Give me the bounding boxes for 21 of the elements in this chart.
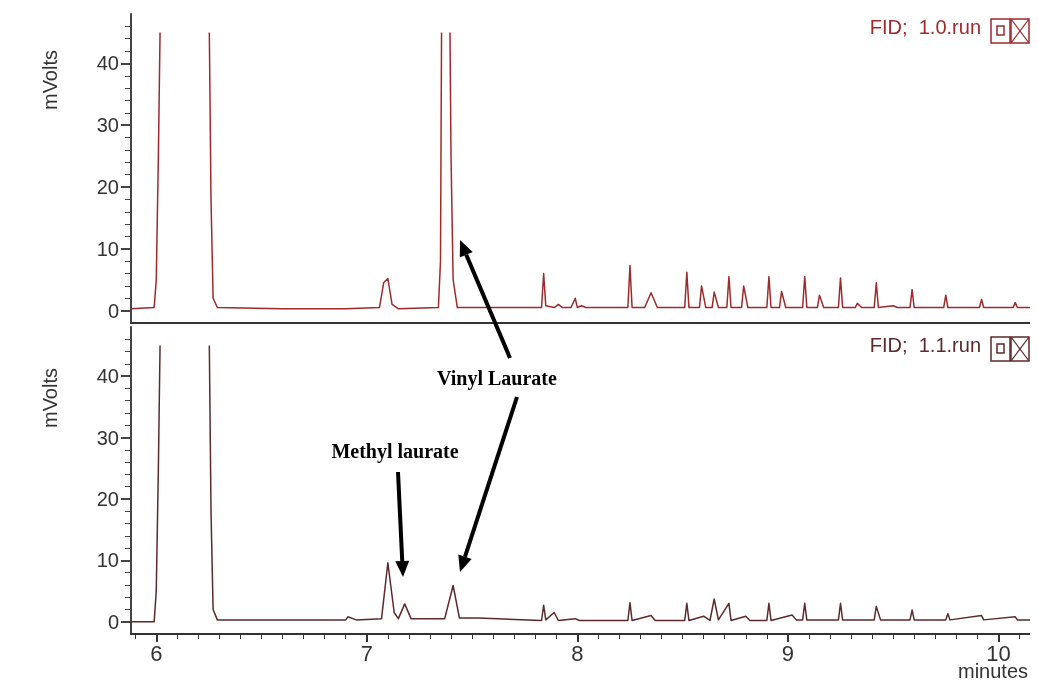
y-tick-label: 30 — [96, 114, 119, 137]
y-tick-label: 20 — [96, 176, 119, 199]
y-tick-label: 0 — [107, 610, 119, 633]
y-tick-label: 0 — [107, 299, 119, 322]
legend-label: FID; 1.0.run — [869, 16, 981, 38]
y-axis-title: mVolts — [39, 368, 61, 429]
x-tick-label: 6 — [150, 640, 163, 666]
y-tick-label: 20 — [96, 487, 119, 510]
x-tick-label: 7 — [360, 640, 373, 666]
legend-label: FID; 1.1.run — [869, 334, 981, 356]
y-axis-title: mVolts — [39, 50, 61, 111]
x-tick-label: 8 — [571, 640, 584, 666]
annotation: Vinyl Laurate — [437, 367, 558, 390]
x-tick-label: 9 — [781, 640, 795, 666]
x-axis-title: minutes — [957, 660, 1028, 682]
y-tick-label: 40 — [96, 52, 119, 75]
y-tick-label: 30 — [96, 426, 119, 449]
y-tick-label: 40 — [96, 365, 119, 388]
y-tick-label: 10 — [96, 549, 119, 572]
annotation: Methyl laurate — [331, 440, 459, 463]
y-tick-label: 10 — [96, 237, 119, 260]
